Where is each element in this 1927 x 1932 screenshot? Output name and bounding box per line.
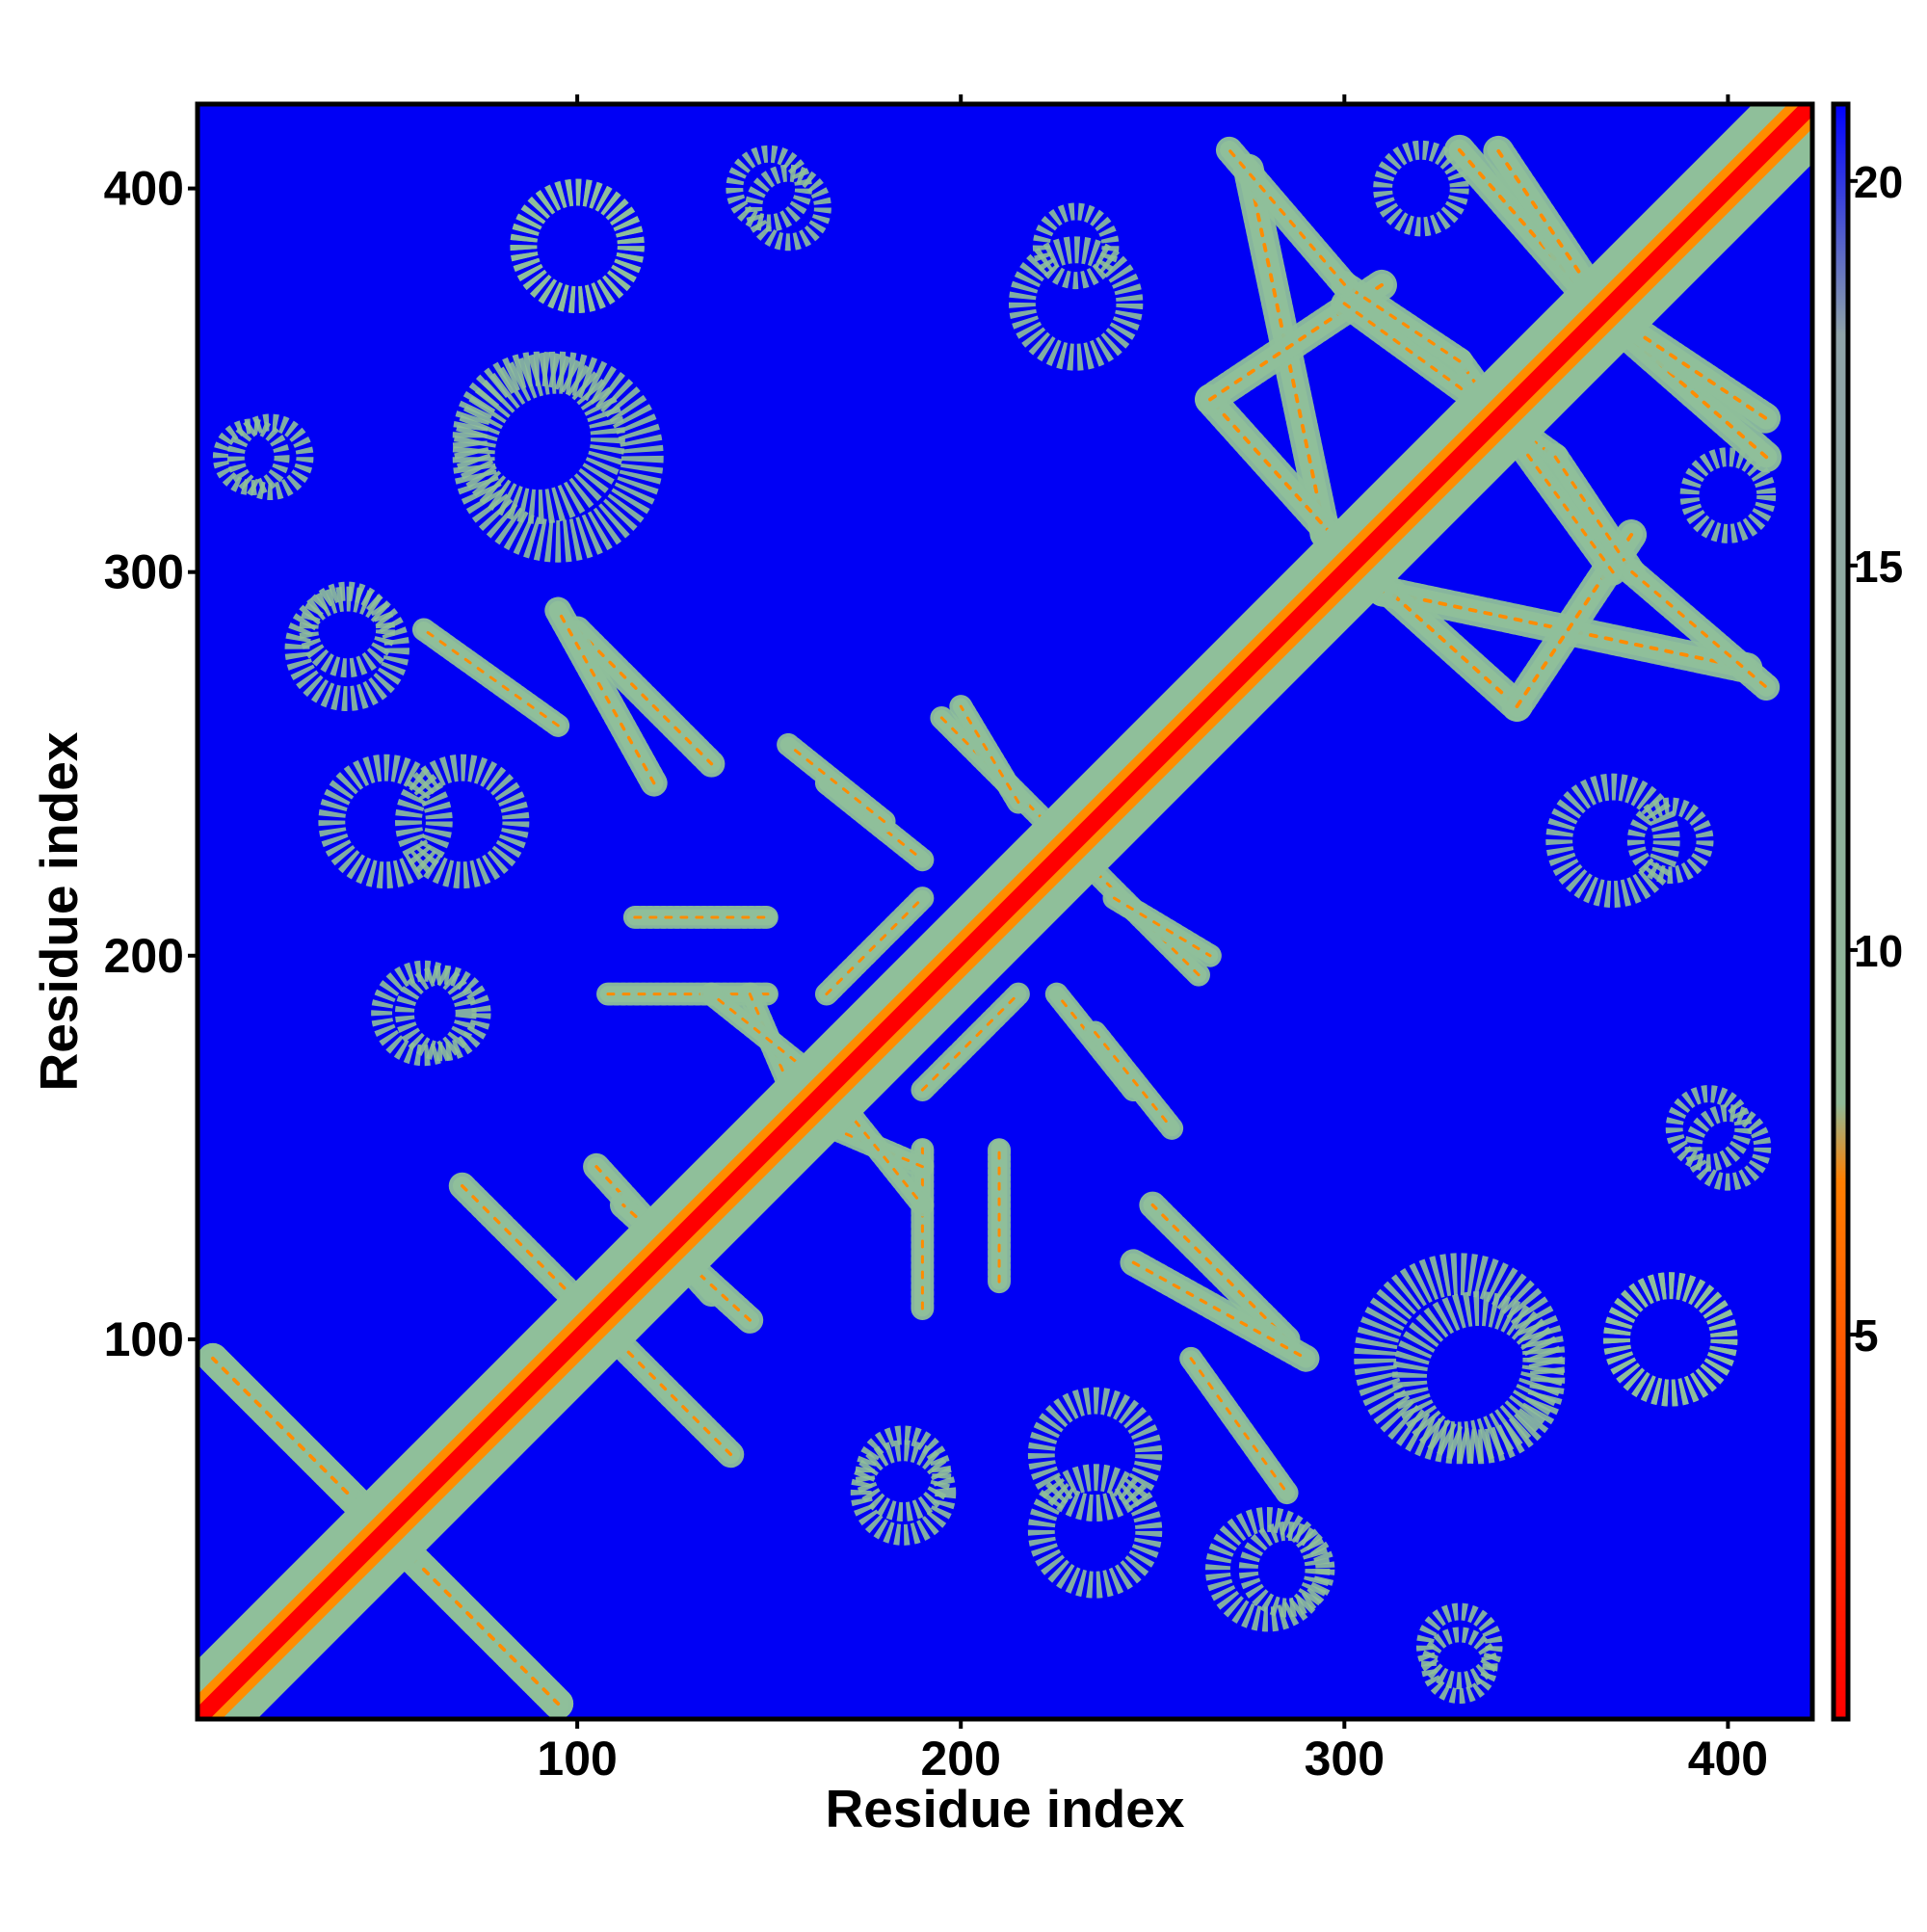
contact-segment-core <box>461 1183 618 1341</box>
contact-segment <box>1102 887 1222 967</box>
contact-segment-core <box>1131 1260 1308 1361</box>
contact-segment-core <box>1208 397 1386 594</box>
x-tick-label: 100 <box>537 1732 617 1786</box>
contact-segment-mirror <box>700 982 819 1083</box>
contact-segment <box>833 1098 935 1217</box>
contact-blob-mirror <box>745 164 832 251</box>
contact-blob-mirror <box>395 754 530 889</box>
colorbar-ticks: 5 10 15 20 <box>1848 157 1903 1361</box>
contact-blob <box>1545 773 1680 909</box>
contact-segment-core <box>786 743 886 823</box>
y-tick-label: 300 <box>104 545 184 599</box>
contact-segment-core <box>211 1356 350 1495</box>
contact-segment-core <box>1189 1357 1289 1495</box>
contact-segment-mirror <box>411 618 570 737</box>
contact-blob <box>212 418 290 496</box>
contact-segment-core <box>422 627 560 728</box>
contact-blob-mirror <box>452 351 664 563</box>
colorbar-tick-label: 10 <box>1854 926 1903 976</box>
contact-segment <box>1083 1020 1184 1140</box>
plot-frame <box>195 101 1815 1722</box>
contact-blob <box>1415 1602 1503 1690</box>
contact-segment-mirror <box>814 887 935 1006</box>
contact-blob <box>726 145 812 232</box>
colorbar-tick-label: 5 <box>1854 1310 1879 1361</box>
contact-segment-core <box>575 627 714 766</box>
contact-segment <box>564 616 726 778</box>
contact-segment <box>911 982 1030 1102</box>
contact-blob <box>371 960 477 1067</box>
contact-blob <box>1205 1507 1331 1632</box>
contact-segment-core <box>556 608 656 785</box>
contact-segment <box>1618 558 1781 701</box>
contact-blob-mirror <box>226 413 314 501</box>
x-axis-label: Residue index <box>826 1779 1185 1839</box>
contact-blob-mirror <box>1626 797 1714 885</box>
x-tick-label: 400 <box>1688 1732 1768 1786</box>
contact-blob <box>1027 1387 1163 1522</box>
colorbar <box>1831 101 1851 1722</box>
contact-blob-mirror <box>395 965 491 1062</box>
y-tick-label: 100 <box>104 1312 184 1366</box>
colorbar-tick-label: 15 <box>1854 542 1903 592</box>
contact-segment-core <box>920 992 1020 1092</box>
contact-segment-core <box>1094 1030 1174 1130</box>
heatmap-layer <box>198 104 1812 1719</box>
contact-segment-core <box>959 704 1020 805</box>
contact-segment-mirror <box>949 695 1030 814</box>
contact-segment-core <box>421 1567 561 1706</box>
contact-blob-mirror <box>1027 1464 1163 1599</box>
contact-blob <box>452 351 625 524</box>
contact-segment <box>1179 1346 1299 1505</box>
contact-segment-core <box>1323 531 1519 708</box>
contact-segment-mirror <box>1331 271 1473 375</box>
y-tick-label: 200 <box>104 929 184 983</box>
contact-segment-core <box>1112 896 1212 958</box>
contact-blob <box>1032 202 1120 290</box>
contact-segment-mirror <box>1215 136 1359 299</box>
colorbar-tick-label: 20 <box>1854 157 1903 207</box>
contact-segment <box>1120 1249 1320 1372</box>
axis-ticks: 100 200 300 400 100 200 300 400 <box>104 94 1768 1786</box>
x-tick-label: 300 <box>1305 1732 1385 1786</box>
contact-segment-core <box>1227 148 1346 286</box>
contact-blob <box>1665 1085 1753 1172</box>
contact-blob <box>1354 1253 1566 1465</box>
contact-segment-core <box>1553 455 1634 574</box>
y-tick-label: 400 <box>104 162 184 216</box>
contact-blob-mirror <box>510 178 645 313</box>
contact-segment-core <box>1150 1203 1289 1341</box>
contact-blob <box>1679 447 1777 543</box>
contact-segment-core <box>1342 282 1462 363</box>
contact-segment-core <box>844 1107 924 1207</box>
contact-segment <box>408 1553 574 1719</box>
y-axis-label: Residue index <box>29 731 89 1091</box>
contact-blob-mirror <box>1684 1104 1772 1191</box>
contact-segment-core <box>825 896 924 996</box>
contact-segment-mirror <box>1139 1191 1301 1353</box>
contact-blob-mirror <box>284 586 409 711</box>
contact-segment <box>1542 443 1646 586</box>
contact-blob <box>318 754 453 889</box>
contact-blob-mirror <box>850 1440 957 1546</box>
contact-segment-mirror <box>198 1342 363 1509</box>
contact-blob-mirror <box>1420 1627 1498 1705</box>
contact-segment-mirror <box>777 732 896 834</box>
diagonal-core <box>198 104 1812 1719</box>
contact-segment-core <box>575 1299 733 1456</box>
contact-blob <box>855 1425 952 1522</box>
x-tick-label: 200 <box>920 1732 1000 1786</box>
contact-segment-core <box>709 992 809 1072</box>
contact-segment-core <box>1630 570 1768 689</box>
contact-segment-mirror <box>544 596 668 797</box>
contact-blob <box>1603 1272 1738 1407</box>
contact-blob-mirror <box>1008 236 1144 371</box>
